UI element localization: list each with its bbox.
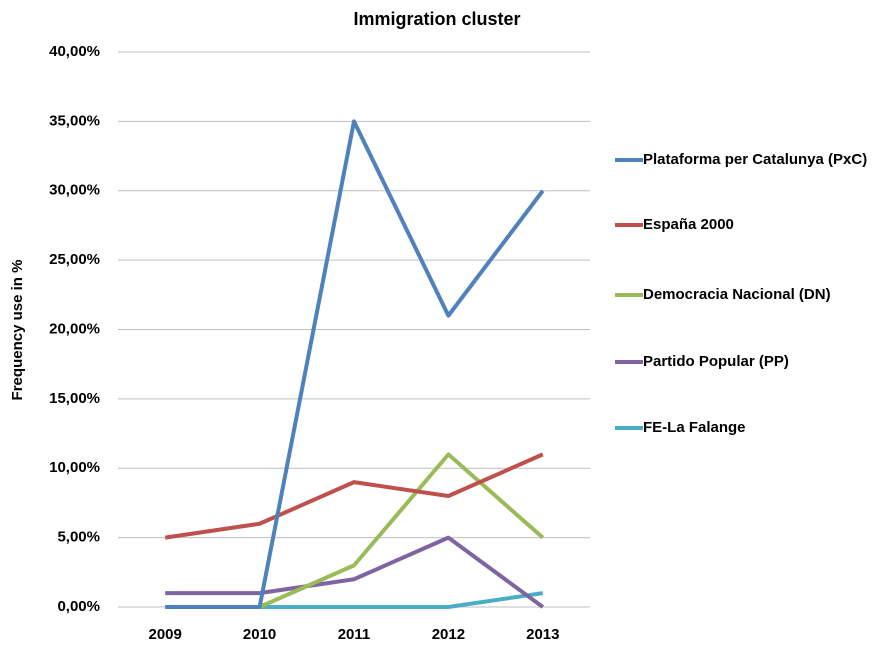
y-tick-label: 25,00% <box>49 251 100 268</box>
series-line <box>164 452 544 540</box>
y-tick-label: 35,00% <box>49 112 100 129</box>
y-tick-label: 20,00% <box>49 320 100 337</box>
legend-label: Partido Popular (PP) <box>643 353 789 370</box>
series-line <box>165 535 544 609</box>
legend-label: Plataforma per Catalunya (PxC) <box>643 151 868 168</box>
y-tick-label: 15,00% <box>49 390 100 407</box>
legend-label: España 2000 <box>643 216 734 233</box>
legend-label: FE-La Falange <box>643 419 746 436</box>
y-tick-label: 5,00% <box>57 529 100 546</box>
x-tick-label: 2011 <box>338 626 371 643</box>
chart-title: Immigration cluster <box>353 9 520 29</box>
legend-swatch <box>615 293 643 297</box>
y-tick-label: 40,00% <box>49 43 100 60</box>
legend-swatch <box>615 360 643 364</box>
x-tick-label: 2010 <box>243 626 276 643</box>
series-line <box>165 591 544 609</box>
x-tick-label: 2012 <box>432 626 465 643</box>
y-tick-label: 10,00% <box>49 459 100 476</box>
legend-swatch <box>615 158 643 162</box>
legend-label: Democracia Nacional (DN) <box>643 286 831 303</box>
series-line <box>165 119 545 609</box>
x-tick-label: 2013 <box>526 626 559 643</box>
y-axis-title: Frequency use in % <box>9 260 26 401</box>
y-tick-label: 30,00% <box>49 182 100 199</box>
x-tick-label: 2009 <box>149 626 182 643</box>
legend-swatch <box>615 223 643 227</box>
legend-swatch <box>615 426 643 430</box>
y-tick-label: 0,00% <box>57 598 100 615</box>
